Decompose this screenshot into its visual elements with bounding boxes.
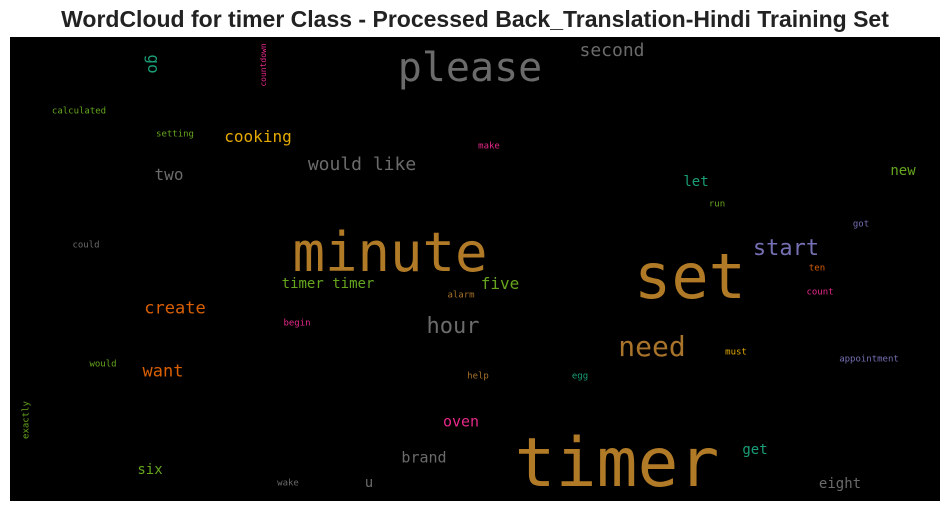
word-go: go [144, 54, 163, 74]
word-cloud-canvas: timer set minute please need hour start would l… [10, 37, 940, 501]
word-please: please [397, 45, 543, 91]
word-oven: oven [442, 412, 480, 431]
word-cooking: cooking [224, 127, 292, 146]
word-countdown: countdown [259, 43, 268, 87]
word-could: could [72, 240, 100, 251]
word-get: get [742, 442, 768, 458]
word-ten: ten [808, 263, 826, 274]
word-brand: brand [401, 448, 447, 467]
word-new: new [890, 163, 916, 179]
word-egg: egg [571, 371, 589, 382]
word-let: let [683, 174, 709, 190]
word-second: second [579, 40, 645, 61]
chart-title: WordCloud for timer Class - Processed Ba… [61, 6, 889, 32]
word-set: set [634, 240, 746, 313]
word-create: create [144, 298, 206, 319]
word-would-like: would like [307, 154, 417, 175]
word-need: need [618, 330, 686, 363]
word-eight: eight [818, 476, 862, 492]
word-would: would [89, 359, 117, 370]
word-count: count [806, 287, 834, 298]
word-run: run [708, 199, 726, 210]
word-six: six [137, 462, 163, 478]
word-minute: minute [292, 221, 488, 284]
word-start: start [752, 236, 820, 261]
word-hour: hour [426, 314, 480, 339]
word-calculated: calculated [51, 106, 107, 117]
word-appointment: appointment [839, 354, 899, 365]
word-exactly: exactly [21, 401, 32, 439]
word-help: help [467, 371, 489, 382]
word-must: must [725, 347, 747, 358]
word-u: u [364, 475, 374, 491]
word-five: five [480, 274, 520, 293]
word-timer-timer: timer timer [281, 276, 375, 292]
word-begin: begin [283, 318, 311, 329]
word-timer: timer [514, 424, 720, 501]
word-wake: wake [277, 478, 299, 489]
word-setting: setting [156, 129, 194, 140]
word-alarm: alarm [447, 290, 475, 301]
word-two: two [154, 165, 184, 184]
word-make: make [478, 141, 500, 152]
word-want: want [142, 361, 184, 382]
word-got: got [852, 219, 870, 230]
